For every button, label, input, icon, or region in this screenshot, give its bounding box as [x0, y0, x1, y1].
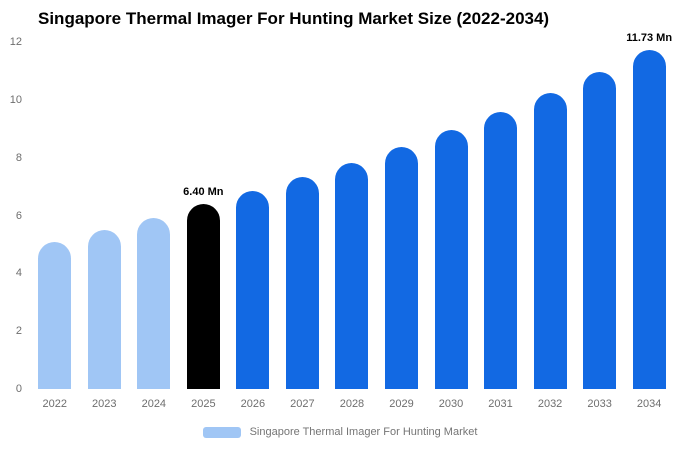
x-tick-label: 2026: [240, 398, 266, 410]
chart-title: Singapore Thermal Imager For Hunting Mar…: [38, 9, 550, 28]
value-label: 6.40 Mn: [183, 185, 224, 198]
x-tick-label: 2030: [438, 398, 464, 410]
y-tick-label: 6: [15, 209, 22, 222]
value-label: 11.73 Mn: [626, 31, 673, 44]
bar-2023: [87, 230, 121, 389]
legend-label: Singapore Thermal Imager For Hunting Mar…: [249, 426, 478, 438]
bar-column-2033: 2033: [575, 42, 625, 410]
x-tick-label: 2034: [636, 398, 662, 410]
bar-column-2030: 2030: [426, 42, 476, 410]
bar-2027: [285, 177, 319, 389]
plot-area: 2022 2023 2024 2025 6.40 Mn 2026 2027 2028 2029 2…: [30, 32, 674, 410]
y-tick-label: 12: [9, 36, 22, 48]
bar-column-2025: 2025 6.40 Mn: [179, 42, 229, 410]
y-axis: 0 2 4 6 8 10 12: [0, 36, 24, 395]
y-tick-label: 0: [15, 383, 22, 395]
legend: Singapore Thermal Imager For Hunting Mar…: [0, 426, 680, 438]
x-tick-label: 2029: [389, 398, 414, 410]
x-tick-label: 2023: [92, 398, 117, 410]
bar-2024: [137, 218, 171, 389]
legend-swatch: [202, 426, 241, 438]
bar-column-2024: 2024: [129, 42, 179, 410]
bar-column-2031: 2031: [476, 42, 526, 410]
bar-2025: [186, 203, 220, 389]
x-tick-label: 2032: [537, 398, 563, 410]
bar-2022: [38, 241, 72, 389]
bar-2030: [434, 129, 468, 389]
bar-column-2034: 2034 11.73 Mn: [624, 32, 674, 410]
x-tick-label: 2027: [290, 398, 315, 410]
bar-2033: [583, 71, 617, 389]
y-tick-label: 10: [9, 93, 22, 106]
x-tick-label: 2028: [339, 398, 365, 410]
y-tick-label: 4: [15, 267, 22, 280]
bar-column-2027: 2027: [278, 42, 328, 410]
x-tick-label: 2033: [587, 398, 612, 410]
x-tick-label: 2031: [488, 398, 513, 410]
x-tick-label: 2022: [42, 398, 67, 410]
bar-column-2029: 2029: [377, 42, 427, 410]
bar-column-2026: 2026: [228, 42, 278, 410]
bar-column-2023: 2023: [80, 42, 130, 410]
x-tick-label: 2025: [191, 398, 216, 410]
bar-2029: [384, 146, 418, 389]
bar-2031: [484, 111, 518, 389]
y-tick-label: 2: [15, 325, 22, 338]
bar-2026: [236, 190, 270, 389]
bar-2032: [533, 92, 567, 389]
x-tick-label: 2024: [141, 398, 167, 410]
bar-2034: [632, 49, 666, 389]
bar-column-2032: 2032: [525, 42, 575, 410]
bar-2028: [335, 162, 369, 389]
y-tick-label: 8: [15, 151, 22, 164]
bar-column-2028: 2028: [327, 42, 377, 410]
bar-column-2022: 2022: [30, 42, 80, 410]
